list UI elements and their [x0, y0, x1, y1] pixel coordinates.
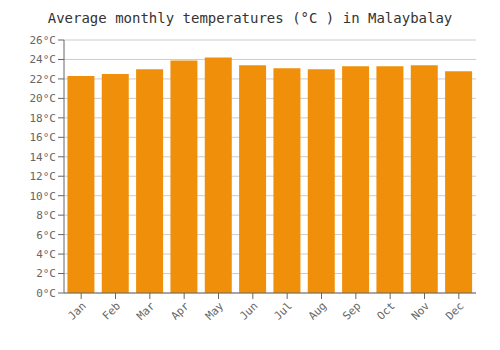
svg-text:Sep: Sep: [340, 299, 363, 322]
html-text:Average monthly temperatures (: Average monthly temperatures (°C ) in Ma…: [47, 10, 453, 26]
svg-text:0°C: 0°C: [36, 287, 56, 300]
svg-text:Aug: Aug: [306, 299, 329, 322]
svg-text:May: May: [203, 299, 227, 323]
svg-text:10°C: 10°C: [30, 190, 57, 203]
svg-text:2°C: 2°C: [36, 267, 56, 280]
svg-text:14°C: 14°C: [30, 151, 57, 164]
svg-text:26°C: 26°C: [30, 34, 57, 47]
svg-text:Jun: Jun: [237, 299, 260, 322]
svg-text:8°C: 8°C: [36, 209, 56, 222]
svg-text:Dec: Dec: [443, 299, 466, 322]
svg-text:6°C: 6°C: [36, 229, 56, 242]
svg-text:Apr: Apr: [169, 299, 193, 323]
svg-text:20°C: 20°C: [30, 92, 57, 105]
svg-text:12°C: 12°C: [30, 170, 57, 183]
svg-text:Feb: Feb: [100, 299, 123, 322]
svg-text:4°C: 4°C: [36, 248, 56, 261]
svg-text:24°C: 24°C: [30, 53, 57, 66]
svg-text:22°C: 22°C: [30, 73, 57, 86]
svg-text:Jan: Jan: [66, 299, 89, 322]
svg-text:Oct: Oct: [375, 299, 398, 322]
svg-text:Jul: Jul: [272, 299, 295, 322]
svg-text:Mar: Mar: [134, 299, 158, 323]
svg-text:Nov: Nov: [409, 299, 433, 323]
svg-text:18°C: 18°C: [30, 112, 57, 125]
svg-text:16°C: 16°C: [30, 131, 57, 144]
